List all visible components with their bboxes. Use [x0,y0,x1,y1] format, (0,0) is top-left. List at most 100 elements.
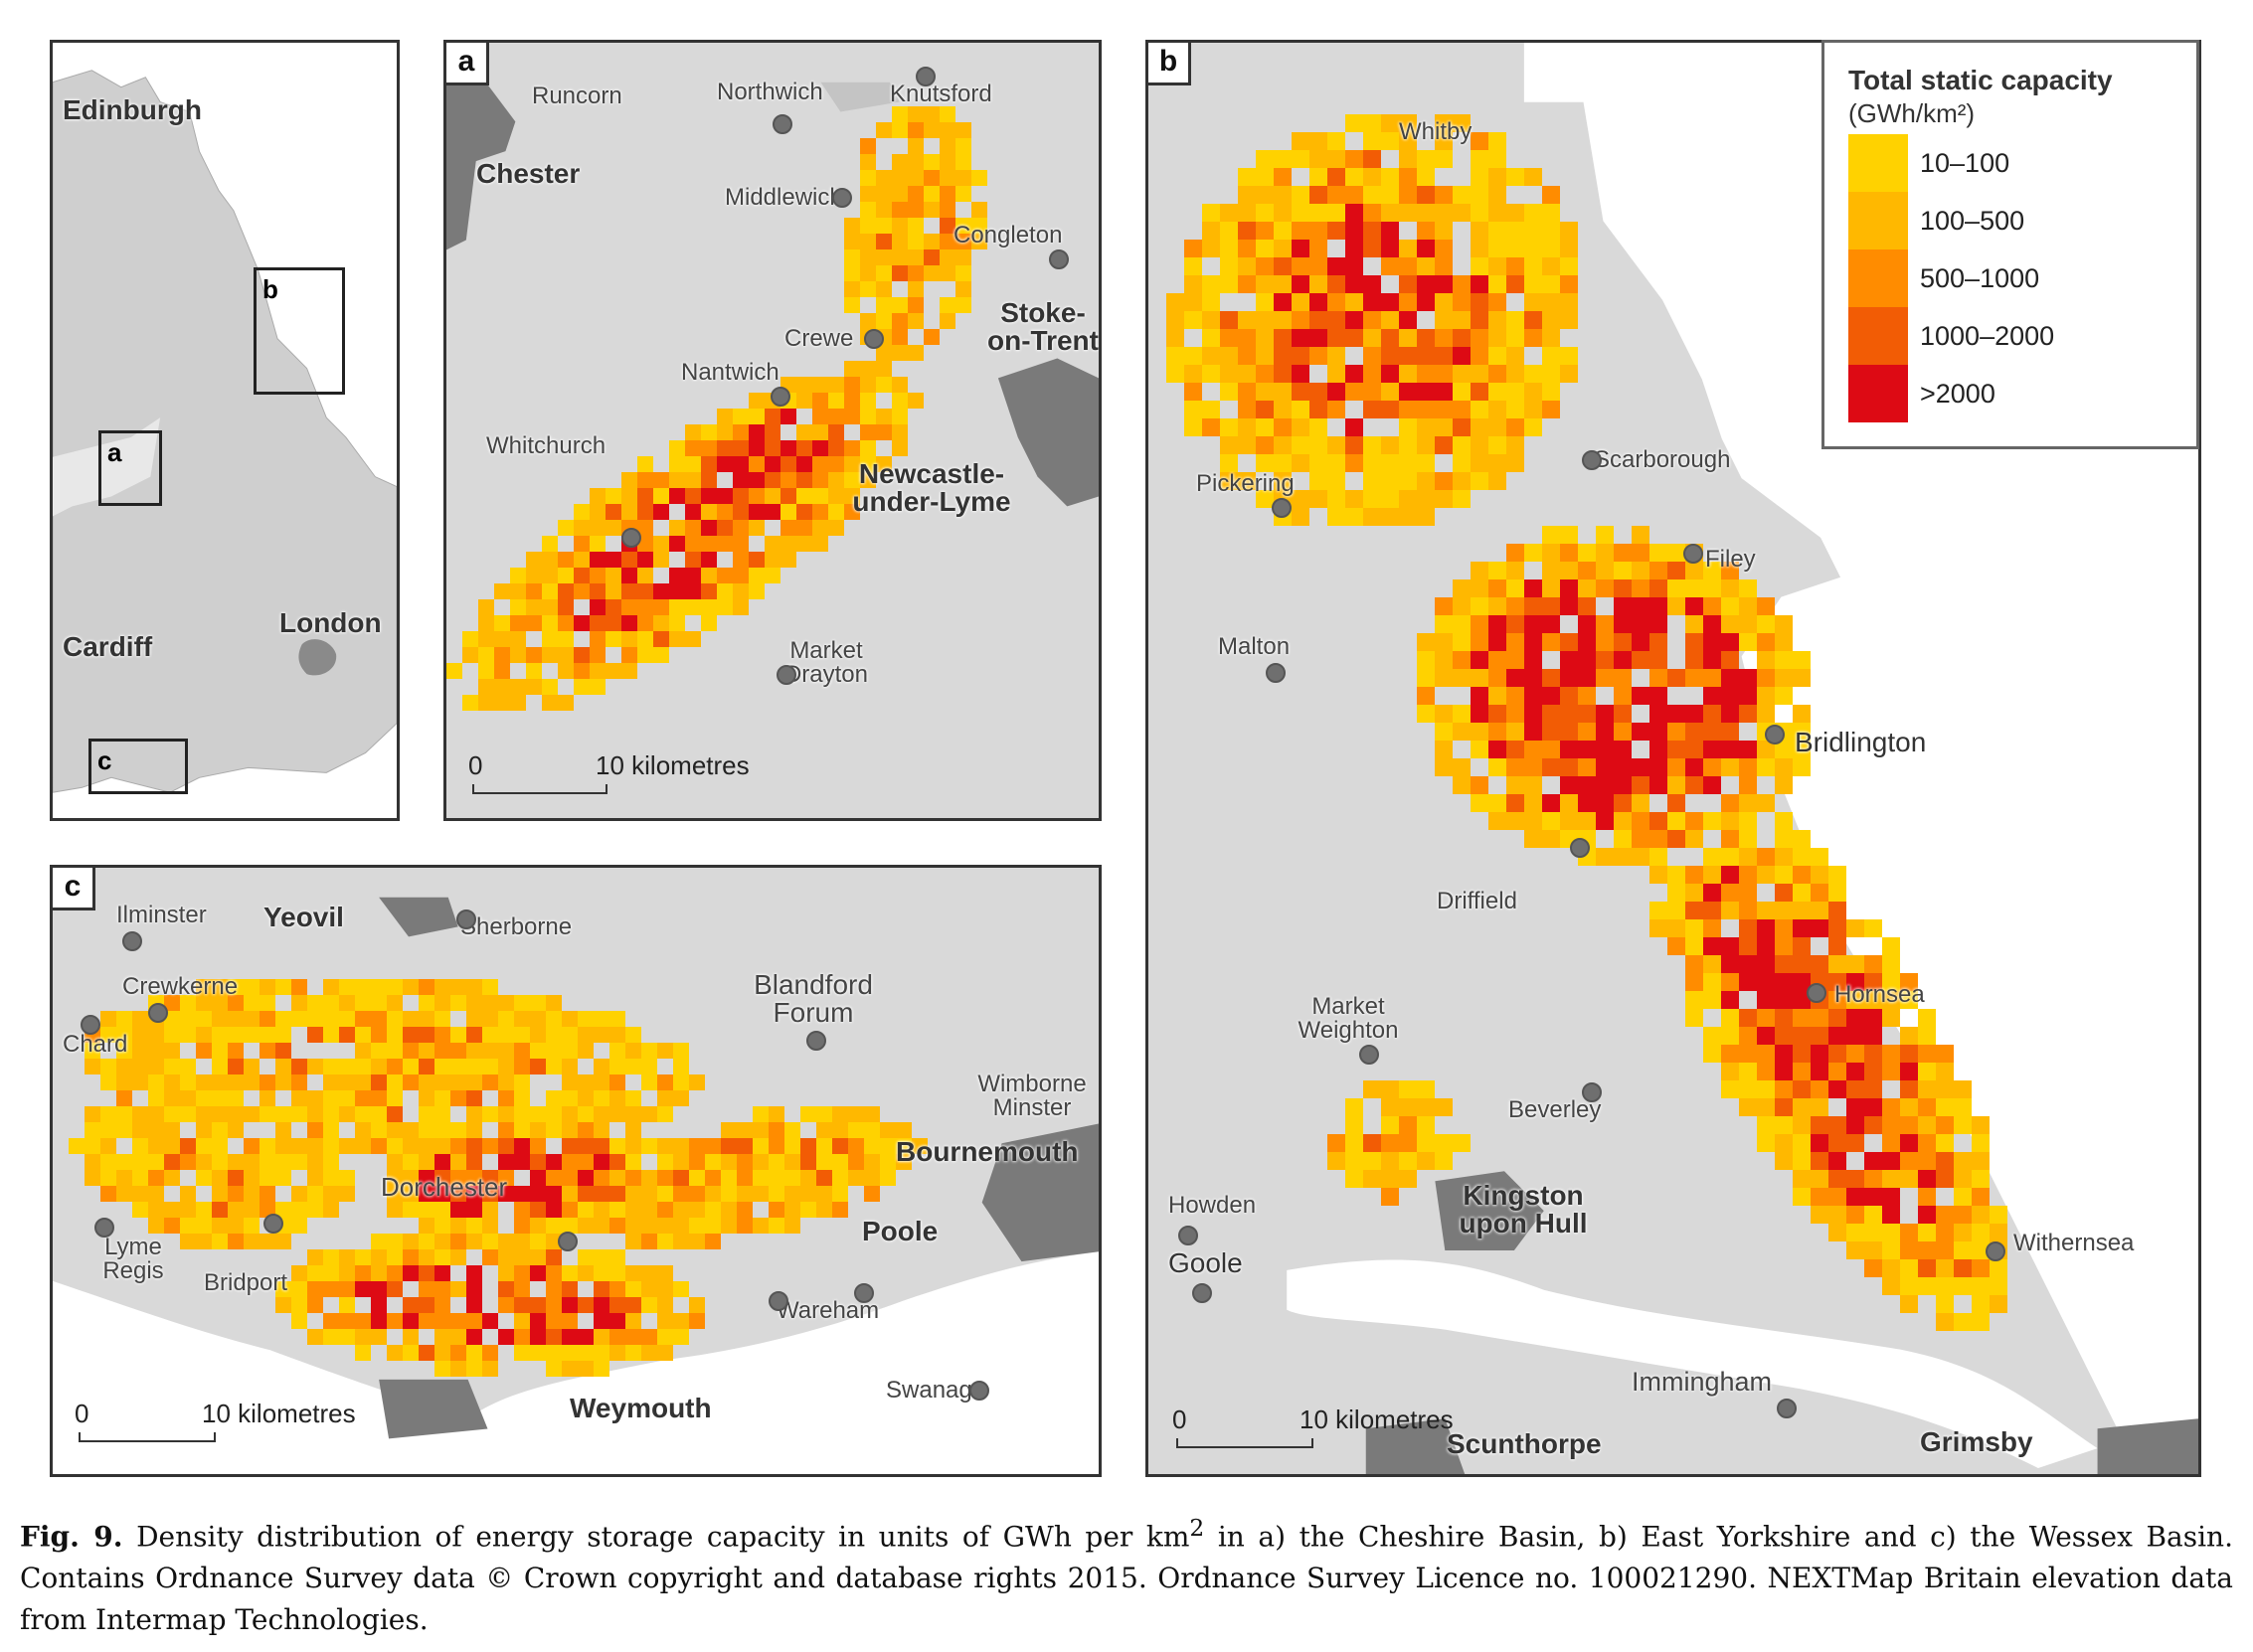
capacity-cell [1739,937,1757,955]
place-dot [1570,838,1590,858]
place-dot [1683,544,1703,564]
capacity-cell [1972,1277,1990,1295]
capacity-cell [1292,418,1309,436]
capacity-cell [1596,562,1614,579]
capacity-cell [1775,1045,1793,1063]
capacity-cell [1238,204,1256,222]
capacity-cell [1506,383,1524,401]
capacity-cell [530,1313,546,1329]
capacity-cell [228,1218,244,1234]
capacity-cell [673,1313,689,1329]
capacity-cell [876,409,892,424]
capacity-cell [1721,1027,1739,1045]
capacity-cell [1614,758,1632,776]
capacity-cell [371,1106,387,1122]
capacity-cell [1202,240,1220,257]
capacity-cell [371,1011,387,1027]
capacity-cell [228,1011,244,1027]
capacity-cell [1292,311,1309,329]
capacity-cell [733,599,749,615]
capacity-cell [466,1313,482,1329]
capacity-cell [387,1122,403,1138]
capacity-cell [260,1011,275,1027]
capacity-cell [1578,597,1596,615]
capacity-cell [1453,776,1471,794]
great-britain-outline [53,70,397,793]
capacity-cell [641,1345,657,1361]
capacity-cell [1471,383,1488,401]
capacity-cell [498,1265,514,1281]
capacity-cell [816,1106,832,1122]
capacity-cell [780,472,796,488]
capacity-cell [753,1186,769,1202]
capacity-cell [498,1186,514,1202]
capacity-cell [1578,579,1596,597]
capacity-cell [1327,222,1345,240]
capacity-cell [701,504,717,520]
capacity-cell [828,377,844,393]
capacity-cell [1900,973,1918,991]
capacity-cell [1560,633,1578,651]
capacity-cell [1632,615,1649,633]
capacity-cell [765,472,780,488]
capacity-cell [1488,741,1506,758]
capacity-cell [685,552,701,568]
capacity-cell [387,1138,403,1154]
panel-b-scale-bar: 0 10 kilometres [1172,1404,1454,1464]
capacity-cell [1846,1206,1864,1224]
capacity-cell [562,1074,578,1090]
panel-c-place-8: Dorchester [381,1172,508,1202]
capacity-cell [1578,723,1596,741]
capacity-cell [1435,383,1453,401]
capacity-cell [323,1138,339,1154]
capacity-cell [971,218,987,234]
capacity-cell [1309,490,1327,508]
capacity-cell [1184,418,1202,436]
capacity-cell [482,1186,498,1202]
capacity-cell [1238,329,1256,347]
capacity-cell [1757,633,1775,651]
capacity-cell [1793,1027,1811,1045]
legend-swatch-5 [1848,365,1908,422]
capacity-cell [542,568,558,583]
capacity-cell [876,122,892,138]
capacity-cell [419,1043,434,1059]
capacity-cell [542,552,558,568]
capacity-cell [1453,705,1471,723]
capacity-cell [594,1265,609,1281]
capacity-cell [1649,830,1667,848]
capacity-cell [1274,347,1292,365]
capacity-cell [673,1154,689,1170]
capacity-cell [466,1154,482,1170]
capacity-cell [562,1329,578,1345]
capacity-cell [832,1122,848,1138]
capacity-cell [1506,329,1524,347]
capacity-cell [419,1249,434,1265]
capacity-cell [860,218,876,234]
capacity-cell [260,1170,275,1186]
capacity-cell [1381,383,1399,401]
capacity-cell [1560,275,1578,293]
capacity-cell [355,1122,371,1138]
capacity-cell [594,1202,609,1218]
capacity-cell [434,995,450,1011]
capacity-cell [1560,240,1578,257]
capacity-cell [1471,401,1488,418]
capacity-cell [450,1043,466,1059]
capacity-cell [625,1138,641,1154]
capacity-cell [1524,830,1542,848]
capacity-cell [1900,1241,1918,1259]
capacity-cell [701,583,717,599]
capacity-cell [1363,1170,1381,1188]
capacity-cell [955,138,971,154]
capacity-cell [844,456,860,472]
capacity-cell [1381,114,1399,132]
panel-a-scale-zero: 0 [468,750,483,780]
capacity-cell [653,488,669,504]
capacity-cell [765,440,780,456]
capacity-cell [1488,633,1506,651]
capacity-cell [1721,1063,1739,1080]
capacity-cell [1703,597,1721,615]
capacity-cell [1685,597,1703,615]
capacity-cell [510,599,526,615]
